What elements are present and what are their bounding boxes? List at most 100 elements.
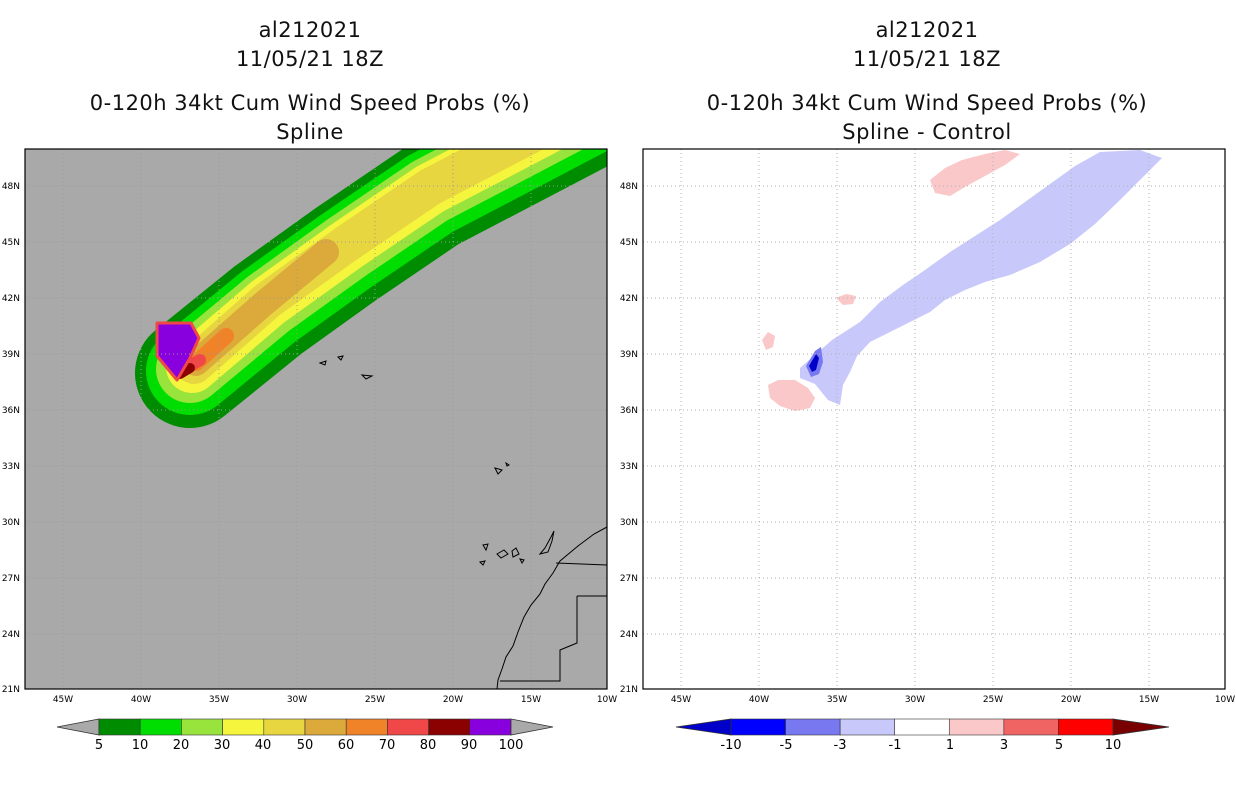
left-coastlines	[318, 355, 607, 689]
right-colorbar-cell	[948, 718, 1005, 736]
right-colorbar-cell	[839, 718, 896, 736]
right-colorbar-cell	[894, 718, 950, 736]
right-colorbar-label: -5	[780, 738, 793, 753]
right-map: 48N 45N 42N 39N 36N 33N 30N 27N 24N 21N …	[620, 148, 1235, 705]
prob-band-90-100	[155, 321, 201, 382]
right-lat-label: 24N	[620, 630, 638, 640]
left-probability-field	[135, 149, 607, 428]
left-colorbar-label: 90	[461, 738, 478, 753]
left-lat-label: 45N	[2, 238, 20, 248]
right-lon-label: 40W	[749, 695, 769, 705]
left-colorbar-cells	[98, 718, 512, 736]
left-colorbar-label: 5	[95, 738, 103, 753]
left-lon-label: 15W	[521, 695, 541, 705]
left-colorbar-label: 10	[132, 738, 149, 753]
right-colorbar-cell	[730, 718, 786, 736]
right-gridlines	[643, 149, 1225, 689]
left-lon-label: 35W	[209, 695, 229, 705]
left-lat-label: 24N	[2, 630, 20, 640]
right-storm-id: al212021	[875, 18, 979, 42]
left-lat-label: 48N	[2, 182, 20, 192]
left-lat-label: 21N	[2, 685, 20, 695]
left-lat-label: 36N	[2, 406, 20, 416]
left-colorbar-label: 100	[499, 738, 524, 753]
right-colorbar-label: 1	[946, 738, 954, 753]
right-colorbar-label: 10	[1105, 738, 1122, 753]
left-lat-label: 27N	[2, 574, 20, 584]
right-colorbar-label: 5	[1055, 738, 1063, 753]
left-lat-label: 42N	[2, 294, 20, 304]
left-lat-label: 39N	[2, 350, 20, 360]
left-colorbar-label: 60	[338, 738, 355, 753]
left-colorbar-label: 50	[297, 738, 314, 753]
left-colorbar-cell	[345, 718, 388, 736]
left-colorbar-label: 20	[173, 738, 190, 753]
left-colorbar-label: 30	[214, 738, 231, 753]
right-lat-label: 30N	[620, 518, 638, 528]
left-colorbar-cell	[304, 718, 347, 736]
right-colorbar-high-arrow	[1112, 718, 1170, 736]
left-colorbar-cell	[139, 718, 182, 736]
right-lon-label: 25W	[983, 695, 1003, 705]
left-map-frame	[24, 148, 608, 690]
left-product-title: 0-120h 34kt Cum Wind Speed Probs (%)	[89, 91, 531, 115]
right-lat-label: 45N	[620, 238, 638, 248]
right-datetime: 11/05/21 18Z	[852, 47, 1002, 71]
right-colorbar: -10 -5 -3 -1 1 3 5 10	[675, 718, 1170, 753]
left-lon-label: 10W	[597, 695, 617, 705]
left-lat-label: 33N	[2, 462, 20, 472]
right-subtitle: Spline - Control	[842, 120, 1012, 144]
left-lon-label: 20W	[443, 695, 463, 705]
right-colorbar-cells	[730, 718, 1114, 736]
right-lat-label: 48N	[620, 182, 638, 192]
left-colorbar-cell	[263, 718, 306, 736]
left-colorbar-high-arrow	[510, 718, 554, 736]
left-lon-label: 25W	[365, 695, 385, 705]
left-lat-label: 30N	[2, 518, 20, 528]
right-colorbar-cell	[785, 718, 841, 736]
left-colorbar-labels: 5 10 20 30 40 50 60 70 80 90 100	[95, 738, 524, 753]
left-colorbar-label: 40	[255, 738, 272, 753]
right-colorbar-cell	[1003, 718, 1059, 736]
right-lat-label: 36N	[620, 406, 638, 416]
diff-region-plus1-north	[930, 150, 1020, 196]
left-lon-label: 40W	[131, 695, 151, 705]
diff-region-minus5	[809, 354, 819, 372]
right-colorbar-label: -3	[834, 738, 847, 753]
right-map-frame	[642, 148, 1226, 690]
left-colorbar-low-arrow	[56, 718, 100, 736]
right-lon-label: 20W	[1061, 695, 1081, 705]
left-subtitle: Spline	[276, 120, 344, 144]
right-lat-label: 33N	[620, 462, 638, 472]
right-lon-label: 10W	[1215, 695, 1235, 705]
right-lon-label: 35W	[827, 695, 847, 705]
left-colorbar-label: 70	[379, 738, 396, 753]
left-colorbar-cell	[222, 718, 265, 736]
right-lon-label: 30W	[905, 695, 925, 705]
left-storm-id: al212021	[258, 18, 362, 42]
right-colorbar-low-arrow	[675, 718, 732, 736]
right-lat-label: 27N	[620, 574, 638, 584]
left-map: 48N 45N 42N 39N 36N 33N 30N 27N 24N 21N …	[2, 148, 617, 705]
left-colorbar: 5 10 20 30 40 50 60 70 80 90 100	[56, 718, 554, 753]
right-lat-label: 42N	[620, 294, 638, 304]
left-colorbar-cell	[181, 718, 223, 736]
diff-region-plus1-west	[762, 332, 775, 350]
left-gridlines	[25, 149, 607, 689]
left-colorbar-cell	[387, 718, 429, 736]
right-colorbar-label: 3	[1000, 738, 1008, 753]
left-colorbar-cell	[98, 718, 141, 736]
right-axis-labels: 48N 45N 42N 39N 36N 33N 30N 27N 24N 21N …	[620, 182, 1235, 705]
right-colorbar-labels: -10 -5 -3 -1 1 3 5 10	[720, 738, 1121, 753]
right-map-background	[643, 149, 1225, 689]
right-lon-label: 15W	[1139, 695, 1159, 705]
right-colorbar-cell	[1058, 718, 1114, 736]
right-product-title: 0-120h 34kt Cum Wind Speed Probs (%)	[706, 91, 1148, 115]
left-lon-label: 45W	[53, 695, 73, 705]
left-colorbar-label: 80	[420, 738, 437, 753]
left-axis-labels: 48N 45N 42N 39N 36N 33N 30N 27N 24N 21N …	[2, 182, 617, 705]
right-colorbar-label: -1	[889, 738, 902, 753]
right-lon-label: 45W	[671, 695, 691, 705]
right-lat-label: 21N	[620, 685, 638, 695]
